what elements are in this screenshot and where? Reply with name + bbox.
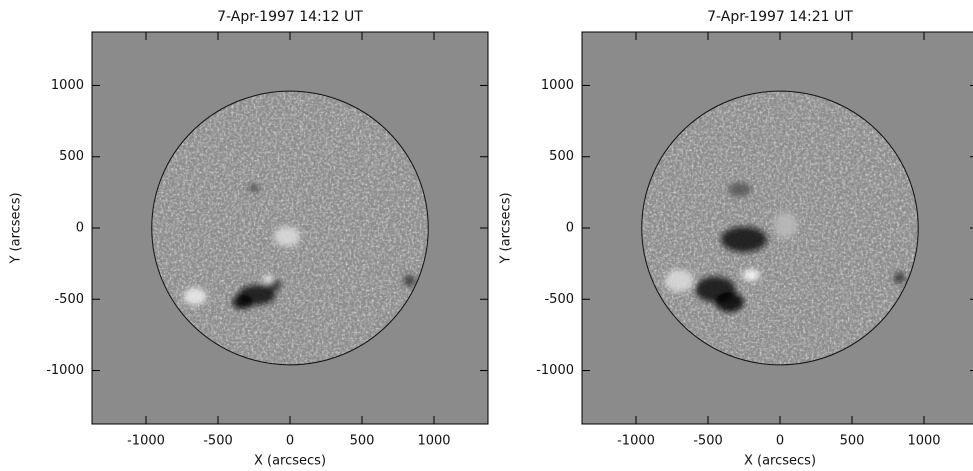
x-tick-label: -1000 [127, 434, 165, 449]
panel-title: 7-Apr-1997 14:12 UT [217, 9, 363, 25]
y-tick-label: -500 [54, 292, 84, 307]
region [893, 272, 906, 284]
y-tick-label: 500 [549, 149, 574, 164]
region [720, 226, 768, 253]
y-tick-label: 500 [59, 149, 84, 164]
x-tick-label: 500 [840, 434, 865, 449]
panel-title: 7-Apr-1997 14:21 UT [707, 9, 853, 25]
x-tick-label: -500 [203, 434, 233, 449]
x-tick-label: -1000 [617, 434, 655, 449]
y-tick-label: -1000 [536, 363, 574, 378]
region [728, 182, 752, 197]
region [274, 226, 301, 247]
x-tick-label: 1000 [907, 434, 940, 449]
region [664, 269, 694, 293]
y-tick-label: 1000 [51, 78, 84, 93]
x-tick-label: 0 [776, 434, 784, 449]
y-axis-label: Y (arcsecs) [9, 192, 24, 264]
x-tick-label: 1000 [417, 434, 450, 449]
region [403, 275, 416, 287]
limb [641, 90, 919, 366]
region [742, 269, 760, 281]
active-regions [183, 184, 416, 310]
active-regions [664, 182, 906, 313]
x-tick-label: 500 [350, 434, 375, 449]
x-tick-label: 0 [286, 434, 294, 449]
x-axis-label: X (arcsecs) [254, 454, 326, 469]
y-tick-label: 0 [566, 221, 574, 236]
y-tick-label: 1000 [541, 78, 574, 93]
x-tick-label: -500 [693, 434, 723, 449]
region [774, 212, 798, 238]
region [248, 184, 260, 192]
y-axis-label: Y (arcsecs) [499, 192, 514, 264]
region [264, 275, 273, 284]
region [232, 294, 253, 310]
y-tick-label: 0 [76, 221, 84, 236]
y-tick-label: -500 [544, 292, 574, 307]
region [715, 292, 744, 313]
limb [151, 90, 429, 366]
y-tick-label: -1000 [46, 363, 84, 378]
x-axis-label: X (arcsecs) [744, 454, 816, 469]
region [183, 287, 207, 305]
